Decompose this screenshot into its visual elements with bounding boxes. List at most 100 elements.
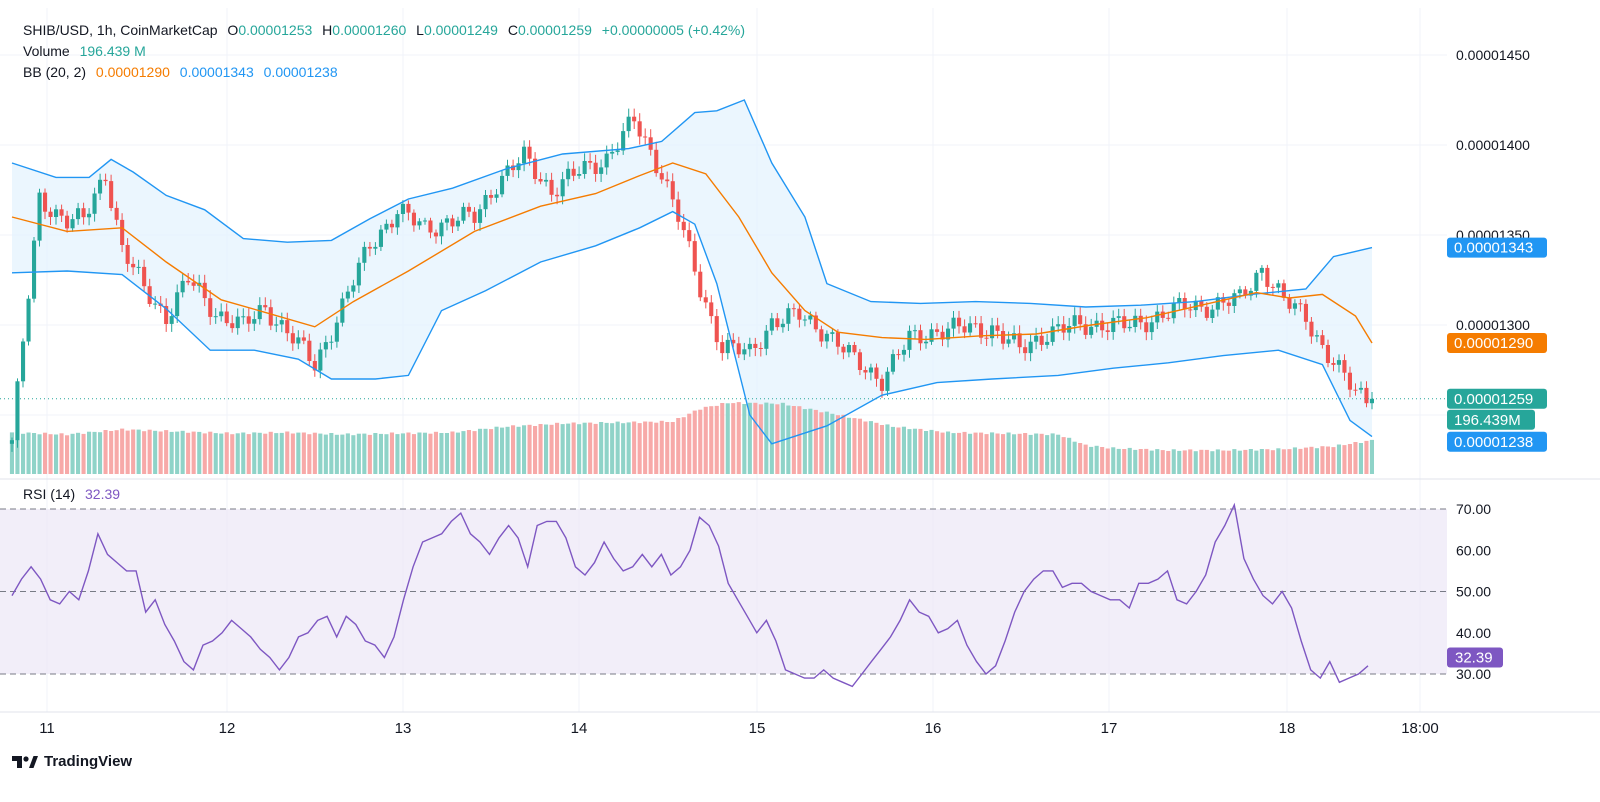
candle-body bbox=[285, 320, 290, 334]
rsi-axis[interactable]: 70.00 60.00 50.00 40.00 30.00 bbox=[1456, 501, 1491, 682]
volume-bar bbox=[466, 430, 471, 474]
volume-bar bbox=[1287, 449, 1292, 474]
volume-bar bbox=[780, 402, 785, 474]
volume-bar bbox=[560, 424, 565, 474]
volume-bar bbox=[202, 433, 207, 474]
candle-body bbox=[175, 292, 180, 317]
volume-bar bbox=[65, 435, 70, 474]
volume-bar bbox=[147, 429, 152, 474]
volume-bar bbox=[1072, 441, 1077, 474]
close-label: C bbox=[507, 22, 518, 38]
volume-bar bbox=[775, 404, 780, 474]
candle-body bbox=[736, 343, 741, 355]
candle-body bbox=[301, 337, 306, 341]
volume-bar bbox=[863, 421, 868, 474]
volume-bar bbox=[191, 431, 196, 474]
volume-bar bbox=[186, 432, 191, 474]
candle-body bbox=[1144, 322, 1149, 333]
rsi-value: 32.39 bbox=[85, 486, 121, 502]
badge-bb-upper-text: 0.00001343 bbox=[1454, 240, 1533, 257]
volume-bar bbox=[1012, 434, 1017, 474]
badge-rsi: 32.39 bbox=[1447, 647, 1503, 668]
candle-body bbox=[1204, 306, 1209, 318]
candle-body bbox=[92, 193, 97, 214]
candle-body bbox=[1232, 293, 1237, 306]
candle-body bbox=[1160, 311, 1165, 318]
candle-body bbox=[505, 165, 510, 176]
volume-bar bbox=[957, 432, 962, 474]
candle-body bbox=[527, 146, 532, 159]
volume-bar bbox=[1045, 435, 1050, 474]
tradingview-logo[interactable]: TradingView bbox=[12, 753, 132, 770]
volume-bar bbox=[544, 424, 549, 474]
candle-body bbox=[896, 354, 901, 356]
candle-body bbox=[791, 308, 796, 310]
volume-label[interactable]: Volume bbox=[23, 43, 70, 59]
volume-bar bbox=[1210, 451, 1215, 474]
volume-bar bbox=[494, 426, 499, 474]
candle-body bbox=[329, 341, 334, 343]
candle-body bbox=[318, 349, 323, 371]
volume-bar bbox=[522, 425, 527, 474]
low-label: L bbox=[416, 22, 424, 38]
candle-body bbox=[626, 116, 631, 132]
volume-bar bbox=[610, 423, 615, 474]
candle-body bbox=[1034, 335, 1039, 342]
volume-bar bbox=[389, 432, 394, 474]
volume-bar bbox=[1353, 442, 1358, 474]
volume-bar bbox=[1358, 443, 1363, 474]
volume-bar bbox=[835, 415, 840, 474]
volume-bar bbox=[940, 432, 945, 474]
volume-bar bbox=[1265, 449, 1270, 474]
volume-bar bbox=[868, 421, 873, 474]
candle-body bbox=[367, 246, 372, 249]
volume-bar bbox=[505, 426, 510, 474]
candle-body bbox=[180, 280, 185, 293]
candle-body bbox=[21, 341, 26, 382]
candle-body bbox=[1061, 324, 1066, 333]
candle-body bbox=[868, 367, 873, 373]
candle-body bbox=[1358, 387, 1363, 390]
candle-body bbox=[1353, 389, 1358, 391]
volume-bar bbox=[175, 431, 180, 474]
volume-bar bbox=[890, 426, 895, 474]
ohlc-legend: SHIB/USD, 1h, CoinMarketCap O0.00001253 … bbox=[23, 22, 751, 38]
volume-bar bbox=[1116, 448, 1121, 474]
volume-bar bbox=[411, 434, 416, 474]
candle-body bbox=[687, 230, 692, 242]
time-axis[interactable]: 11 12 13 14 15 16 17 18 18:00 bbox=[0, 711, 1600, 737]
candle-body bbox=[489, 195, 494, 198]
time-tick-label: 12 bbox=[219, 720, 236, 737]
volume-bar bbox=[1254, 450, 1259, 474]
candle-body bbox=[274, 324, 279, 326]
volume-bar bbox=[1133, 449, 1138, 474]
candle-body bbox=[1166, 317, 1171, 319]
volume-bar bbox=[582, 422, 587, 474]
candle-body bbox=[103, 179, 108, 182]
rsi-label[interactable]: RSI (14) bbox=[23, 486, 76, 502]
bb-label[interactable]: BB (20, 2) bbox=[23, 64, 87, 80]
candle-body bbox=[340, 298, 345, 323]
volume-bar bbox=[1364, 440, 1369, 474]
volume-bar bbox=[406, 432, 411, 474]
candle-body bbox=[1133, 315, 1138, 327]
time-tick-label: 15 bbox=[749, 720, 766, 737]
candle-body bbox=[929, 329, 934, 342]
volume-bar bbox=[98, 432, 103, 474]
candle-body bbox=[1276, 283, 1281, 288]
symbol-title[interactable]: SHIB/USD, 1h, CoinMarketCap bbox=[23, 22, 218, 38]
volume-bar bbox=[813, 409, 818, 474]
volume-bar bbox=[428, 433, 433, 474]
volume-bar bbox=[654, 422, 659, 474]
candle-body bbox=[577, 174, 582, 176]
candle-body bbox=[389, 223, 394, 228]
candle-body bbox=[500, 175, 505, 195]
volume-bar bbox=[180, 430, 185, 474]
volume-bar bbox=[1369, 439, 1374, 474]
volume-bar bbox=[351, 435, 356, 474]
volume-bar bbox=[1215, 449, 1220, 474]
candle-body bbox=[786, 308, 791, 324]
volume-bar bbox=[26, 432, 31, 474]
